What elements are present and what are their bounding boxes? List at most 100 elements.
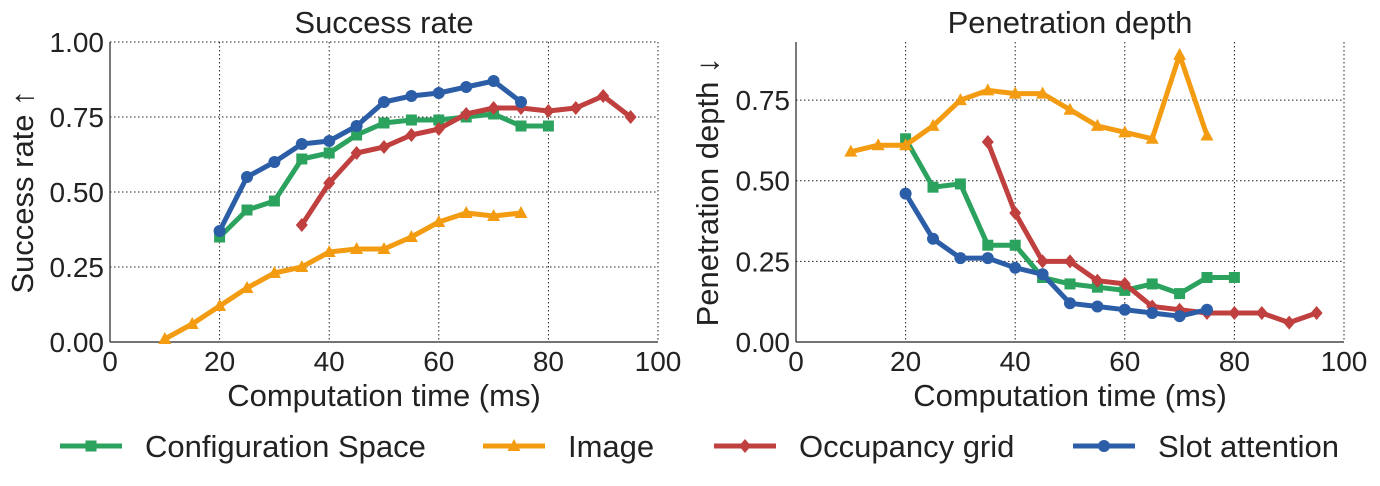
- success-rate-point-occupancy-grid: [432, 122, 445, 136]
- penetration-depth-x-tick-label: 20: [890, 346, 921, 377]
- penetration-depth-point-image: [1118, 125, 1132, 138]
- success-rate-point-occupancy-grid: [487, 101, 500, 115]
- penetration-depth-series-configuration-space: [900, 133, 1240, 300]
- legend-marker-occupancy-grid: [739, 439, 751, 453]
- legend-item-occupancy-grid: Occupancy grid: [714, 429, 1014, 464]
- success-rate-point-image: [322, 245, 336, 257]
- success-rate-series-occupancy-grid: [295, 89, 637, 232]
- penetration-depth-point-occupancy-grid: [1091, 273, 1104, 288]
- success-rate-x-label: Computation time (ms): [227, 378, 541, 413]
- success-rate-point-image: [432, 215, 446, 227]
- success-rate-series: [158, 75, 637, 344]
- success-rate-point-image: [350, 242, 364, 254]
- penetration-depth-point-configuration-space: [1228, 271, 1240, 283]
- success-rate-series-image: [158, 206, 528, 344]
- success-rate-chart: 0 20 40 60 80 100 0.00 0.25 0.50 0.75 1.00 Succes…: [5, 5, 681, 413]
- success-rate-point-configuration-space: [433, 114, 445, 126]
- penetration-depth-x-tick-label: 80: [1219, 346, 1250, 377]
- penetration-depth-series-slot-attention: [899, 187, 1213, 323]
- success-rate-point-slot-attention: [487, 75, 500, 87]
- penetration-depth-point-occupancy-grid: [1036, 254, 1049, 269]
- success-rate-point-slot-attention: [378, 96, 390, 108]
- penetration-depth-point-image: [844, 144, 858, 157]
- success-rate-point-image: [404, 230, 418, 242]
- legend-label-image: Image: [568, 429, 654, 464]
- penetration-depth-x-label: Computation time (ms): [913, 378, 1227, 413]
- success-rate-point-image: [213, 299, 227, 311]
- success-rate-point-configuration-space: [241, 204, 253, 216]
- success-rate-point-image: [267, 266, 281, 278]
- success-rate-point-occupancy-grid: [569, 101, 582, 115]
- penetration-depth-point-occupancy-grid: [1009, 205, 1022, 220]
- success-rate-point-occupancy-grid: [378, 140, 390, 154]
- penetration-depth-point-occupancy-grid: [1118, 276, 1131, 291]
- success-rate-point-configuration-space: [515, 120, 527, 132]
- penetration-depth-x-tick-label: 40: [1000, 346, 1031, 377]
- success-rate-point-configuration-space: [268, 195, 280, 207]
- success-rate-point-image: [295, 260, 309, 272]
- penetration-depth-point-slot-attention: [954, 252, 967, 265]
- success-rate-point-image: [377, 242, 391, 254]
- success-rate-line-configuration-space: [217, 111, 551, 240]
- penetration-depth-point-image: [899, 138, 913, 151]
- success-rate-point-slot-attention: [405, 90, 418, 102]
- penetration-depth-point-configuration-space: [1174, 288, 1186, 300]
- penetration-depth-point-slot-attention: [981, 252, 994, 265]
- success-rate-y-tick-label: 0.50: [50, 177, 105, 208]
- success-rate-point-occupancy-grid: [405, 128, 418, 142]
- legend-marker-configuration-space: [85, 440, 97, 452]
- penetration-depth-point-occupancy-grid: [1255, 305, 1268, 320]
- penetration-depth-point-configuration-space: [1146, 278, 1158, 290]
- penetration-depth-line-occupancy-grid: [985, 139, 1320, 326]
- success-rate-title: Success rate: [294, 5, 473, 40]
- penetration-depth-point-occupancy-grid: [1310, 305, 1323, 320]
- success-rate-line-slot-attention: [217, 78, 524, 234]
- success-rate-point-image: [459, 206, 473, 218]
- penetration-depth-chart: 0 20 40 60 80 100 0.00 0.25 0.50 0.75 Penetratio…: [690, 5, 1367, 413]
- penetration-depth-point-slot-attention: [1036, 268, 1049, 281]
- success-rate-y-tick-label: 1.00: [50, 27, 105, 58]
- penetration-depth-point-occupancy-grid: [1228, 305, 1241, 320]
- success-rate-point-image: [487, 209, 501, 221]
- success-rate-y-label: Success rate ↑: [5, 90, 40, 293]
- success-rate-point-occupancy-grid: [624, 110, 637, 124]
- penetration-depth-x-ticks: 0 20 40 60 80 100: [788, 346, 1367, 377]
- penetration-depth-point-image: [1063, 102, 1077, 115]
- penetration-depth-point-occupancy-grid: [981, 135, 994, 149]
- success-rate-point-occupancy-grid: [542, 104, 555, 118]
- success-rate-point-image: [240, 281, 254, 293]
- legend-marker-shape-slot-attention: [1098, 440, 1110, 452]
- success-rate-point-configuration-space: [542, 120, 554, 132]
- success-rate-point-slot-attention: [350, 120, 363, 132]
- penetration-depth-point-image: [1173, 47, 1187, 60]
- success-rate-point-slot-attention: [515, 96, 527, 108]
- penetration-depth-x-tick-label: 100: [1321, 346, 1368, 377]
- penetration-depth-point-image: [953, 93, 967, 106]
- penetration-depth-point-slot-attention: [1201, 303, 1213, 316]
- success-rate-x-ticks: 0 20 40 60 80 100: [102, 346, 681, 377]
- penetration-depth-point-image: [1008, 86, 1022, 99]
- penetration-depth-y-tick-label: 0.00: [736, 327, 791, 358]
- penetration-depth-x-tick-label: 0: [788, 346, 804, 377]
- success-rate-x-tick-label: 80: [533, 346, 564, 377]
- success-rate-x-tick-label: 40: [314, 346, 345, 377]
- success-rate-x-tick-label: 100: [635, 346, 682, 377]
- penetration-depth-point-slot-attention: [927, 232, 939, 245]
- penetration-depth-x-tick-label: 60: [1109, 346, 1140, 377]
- penetration-depth-point-slot-attention: [1091, 300, 1104, 313]
- penetration-depth-point-image: [981, 83, 995, 96]
- legend-marker-shape-configuration-space: [85, 440, 97, 452]
- legend-marker-shape-occupancy-grid: [739, 439, 751, 453]
- legend-marker-image: [507, 439, 521, 451]
- penetration-depth-y-ticks: 0.00 0.25 0.50 0.75: [736, 85, 791, 358]
- legend-item-slot-attention: Slot attention: [1073, 429, 1339, 464]
- success-rate-point-slot-attention: [241, 171, 253, 183]
- penetration-depth-point-image: [871, 138, 885, 151]
- penetration-depth-series: [844, 47, 1323, 330]
- success-rate-point-occupancy-grid: [323, 176, 336, 190]
- success-rate-y-tick-label: 0.75: [50, 102, 105, 133]
- success-rate-series-slot-attention: [213, 75, 527, 237]
- legend-item-configuration-space: Configuration Space: [60, 429, 426, 464]
- success-rate-x-tick-label: 0: [102, 346, 118, 377]
